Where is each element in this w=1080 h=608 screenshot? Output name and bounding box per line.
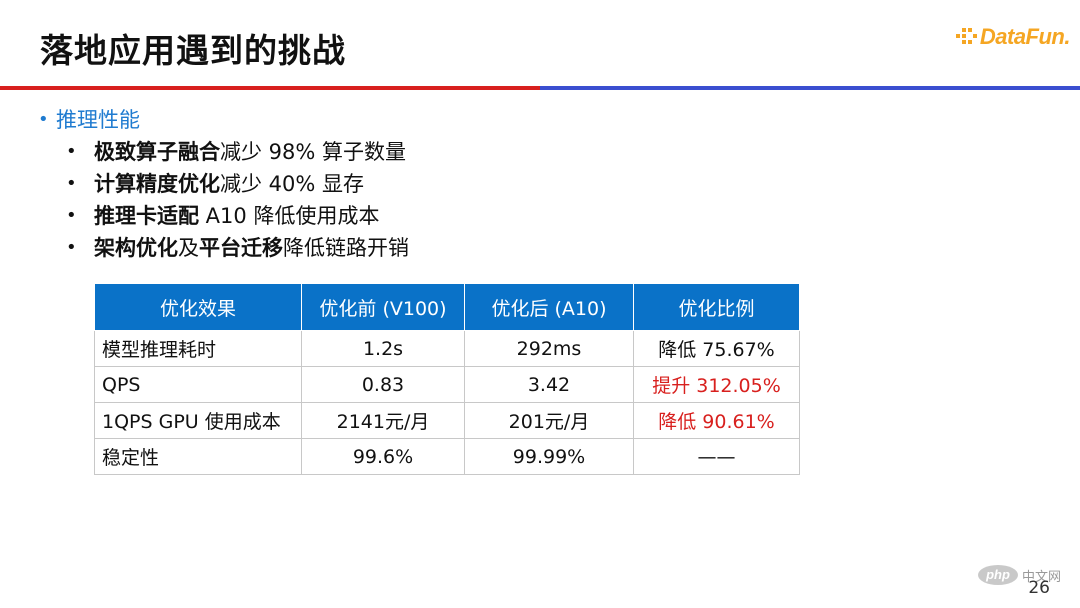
watermark-text: 中文网 xyxy=(1022,569,1062,585)
column-header: 优化比例 xyxy=(633,283,800,331)
bullet-dot-icon: • xyxy=(38,109,49,130)
bullet-heading-text: 推理性能 xyxy=(56,108,140,132)
bullet-list: • 推理性能 • 极致算子融合 减少 98% 算子数量 • 计算精度优化 减少 40… xyxy=(38,104,409,264)
table-cell-highlight: 降低 90.61% xyxy=(633,402,800,439)
item-bold-text: 架构优化 xyxy=(94,236,178,260)
table-cell: 99.99% xyxy=(464,438,634,475)
list-item: • 推理卡适配 A10 降低使用成本 xyxy=(66,200,409,232)
column-header: 优化后 (A10) xyxy=(464,283,634,331)
item-text: 减少 98% 算子数量 xyxy=(220,140,407,164)
optimization-table: 优化效果 优化前 (V100) 优化后 (A10) 优化比例 模型推理耗时 1.… xyxy=(94,283,800,475)
item-text: 降低链路开销 xyxy=(283,236,409,260)
table-cell: 292ms xyxy=(464,330,634,367)
table-cell: 201元/月 xyxy=(464,402,634,439)
column-header: 优化前 (V100) xyxy=(301,283,465,331)
table-cell: 2141元/月 xyxy=(301,402,465,439)
column-header: 优化效果 xyxy=(94,283,302,331)
header-divider-blue xyxy=(540,86,1080,90)
watermark: php 中文网 xyxy=(978,565,1061,585)
item-bold-text: 平台迁移 xyxy=(199,236,283,260)
page-number: 26 xyxy=(1028,578,1050,598)
table-row: 1QPS GPU 使用成本 2141元/月 201元/月 降低 90.61% xyxy=(94,402,800,439)
table-row: QPS 0.83 3.42 提升 312.05% xyxy=(94,366,800,403)
item-text: 减少 40% 显存 xyxy=(220,172,365,196)
item-text: A10 降低使用成本 xyxy=(199,204,380,228)
table-cell: 99.6% xyxy=(301,438,465,475)
table-row: 稳定性 99.6% 99.99% —— xyxy=(94,438,800,475)
item-bold-text: 极致算子融合 xyxy=(94,140,220,164)
datafun-pixel-icon xyxy=(955,28,977,44)
table-cell: 1.2s xyxy=(301,330,465,367)
table-cell: 模型推理耗时 xyxy=(94,330,302,367)
table-cell: —— xyxy=(633,438,800,475)
datafun-logo: DataFun. xyxy=(955,24,1071,50)
table-cell: 降低 75.67% xyxy=(633,330,800,367)
list-item: • 架构优化及平台迁移 降低链路开销 xyxy=(66,232,409,264)
item-bold-text: 计算精度优化 xyxy=(94,172,220,196)
table-cell: 1QPS GPU 使用成本 xyxy=(94,402,302,439)
bullet-dot-icon: • xyxy=(66,237,77,258)
table-cell: 稳定性 xyxy=(94,438,302,475)
item-bold-text: 推理卡适配 xyxy=(94,204,199,228)
list-item: • 计算精度优化 减少 40% 显存 xyxy=(66,168,409,200)
bullet-dot-icon: • xyxy=(66,141,77,162)
table-cell-highlight: 提升 312.05% xyxy=(633,366,800,403)
brand-name: DataFun. xyxy=(979,24,1071,49)
table-row: 模型推理耗时 1.2s 292ms 降低 75.67% xyxy=(94,330,800,367)
table-cell: 0.83 xyxy=(301,366,465,403)
header-divider-red xyxy=(0,86,540,90)
bullet-heading: • 推理性能 xyxy=(38,104,409,136)
bullet-dot-icon: • xyxy=(66,205,77,226)
slide-title: 落地应用遇到的挑战 xyxy=(40,31,346,70)
list-item: • 极致算子融合 减少 98% 算子数量 xyxy=(66,136,409,168)
table-header-row: 优化效果 优化前 (V100) 优化后 (A10) 优化比例 xyxy=(94,283,800,331)
item-text: 及 xyxy=(178,236,199,260)
bullet-dot-icon: • xyxy=(66,173,77,194)
table-cell: QPS xyxy=(94,366,302,403)
php-badge: php xyxy=(978,565,1018,585)
table-cell: 3.42 xyxy=(464,366,634,403)
